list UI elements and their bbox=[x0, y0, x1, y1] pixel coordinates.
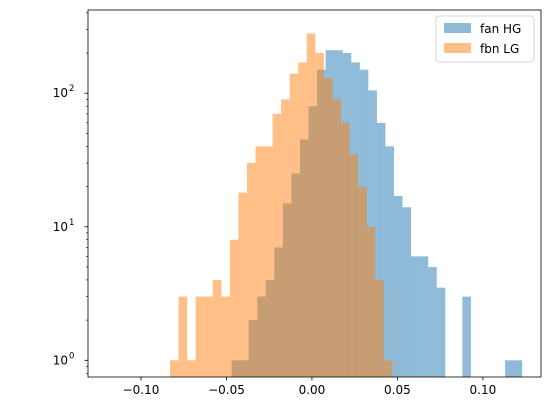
histogram-bar bbox=[505, 360, 523, 377]
histogram-bar bbox=[289, 73, 299, 377]
x-tick-label: 0.10 bbox=[470, 383, 497, 397]
legend-swatch bbox=[444, 23, 471, 33]
y-tick-exponent: 1 bbox=[69, 218, 74, 228]
y-tick-label: 10 bbox=[53, 353, 68, 367]
histogram-bar bbox=[393, 196, 403, 377]
histogram-bar bbox=[358, 186, 367, 377]
histogram-bar bbox=[178, 296, 188, 377]
x-tick-label: 0.00 bbox=[299, 383, 326, 397]
histogram-bar bbox=[349, 154, 359, 377]
histogram-bar bbox=[221, 296, 230, 377]
histogram-bar bbox=[332, 99, 341, 377]
histogram-bar bbox=[306, 33, 316, 378]
legend: fan HG fbn LG bbox=[435, 15, 535, 63]
x-tick-label: 0.05 bbox=[384, 383, 411, 397]
histogram-bar bbox=[170, 360, 179, 377]
histogram-bar bbox=[385, 146, 394, 377]
histogram-bar bbox=[195, 296, 205, 377]
histogram-bar bbox=[315, 53, 324, 377]
x-tick-label: −0.05 bbox=[208, 383, 245, 397]
histogram-bar bbox=[428, 266, 437, 377]
histogram-bar bbox=[376, 122, 386, 377]
legend-swatch bbox=[444, 43, 471, 53]
y-tick-label: 10 bbox=[53, 220, 68, 234]
histogram-bar bbox=[298, 62, 307, 378]
histogram-bar bbox=[341, 122, 350, 377]
histogram-bar bbox=[323, 78, 333, 377]
histogram-bar bbox=[229, 239, 239, 377]
bars-layer bbox=[170, 33, 523, 378]
histogram-bar bbox=[383, 360, 393, 377]
histogram-bar bbox=[436, 287, 446, 377]
axes-frame bbox=[87, 9, 542, 378]
histogram-bar bbox=[212, 279, 222, 377]
histogram-bar bbox=[238, 192, 247, 377]
histogram-bar bbox=[411, 256, 420, 377]
x-axis: −0.10 −0.05 0.00 0.05 0.10 bbox=[123, 377, 497, 397]
y-tick-exponent: 0 bbox=[69, 351, 74, 361]
histogram-bar bbox=[281, 99, 290, 377]
histogram-bar bbox=[462, 296, 471, 377]
histogram-bar bbox=[204, 296, 213, 377]
histogram-bar bbox=[366, 226, 376, 377]
x-tick-label: −0.10 bbox=[123, 383, 160, 397]
histogram-bar bbox=[246, 163, 256, 377]
histogram-bar bbox=[375, 279, 384, 377]
histogram-bar bbox=[402, 207, 412, 377]
histogram-bar bbox=[255, 146, 265, 377]
y-tick-exponent: 2 bbox=[69, 84, 74, 94]
legend-label: fan HG bbox=[480, 22, 521, 36]
histogram-bar bbox=[264, 146, 273, 377]
legend-label: fbn LG bbox=[480, 42, 519, 56]
histogram-bar bbox=[272, 113, 282, 378]
histogram-bar bbox=[187, 360, 196, 377]
histogram-bar bbox=[419, 256, 429, 377]
y-tick-label: 10 bbox=[53, 86, 68, 100]
